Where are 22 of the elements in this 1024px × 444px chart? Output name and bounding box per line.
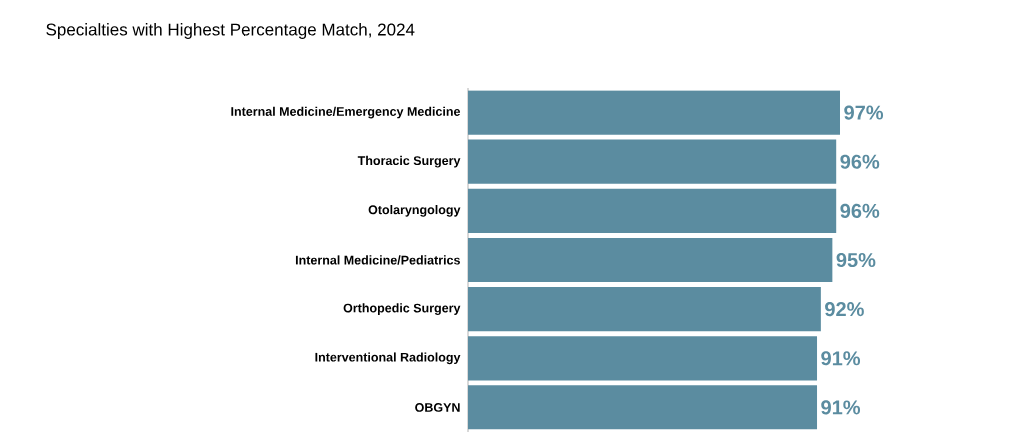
data-label: 91% [821, 351, 861, 366]
bar [468, 237, 833, 283]
bar [468, 385, 818, 430]
text: Specialties with Highest Percentage Match, 2024 [46, 23, 415, 39]
y-tick-label: Internal Medicine/Pediatrics [295, 255, 460, 265]
data-label: 96% [840, 203, 880, 218]
bar [468, 336, 818, 381]
bar [468, 287, 821, 332]
data-label: 91% [821, 400, 861, 415]
data-label: 95% [836, 252, 876, 268]
y-tick-label: Orthopedic Surgery [343, 303, 461, 315]
bar [468, 188, 837, 233]
y-tick-label: Interventional Radiology [315, 352, 461, 365]
y-tick-label: Thoracic Surgery [357, 155, 461, 168]
bar [468, 139, 837, 184]
y-tick-label: Internal Medicine/Emergency Medicine [231, 106, 461, 119]
bar [468, 90, 841, 135]
y-tick-label: OBGYN [415, 403, 460, 412]
y-tick-label: Otolaryngology [368, 205, 461, 217]
data-label: 97% [844, 105, 884, 120]
data-label: 92% [825, 302, 864, 317]
data-label: 96% [840, 154, 880, 169]
